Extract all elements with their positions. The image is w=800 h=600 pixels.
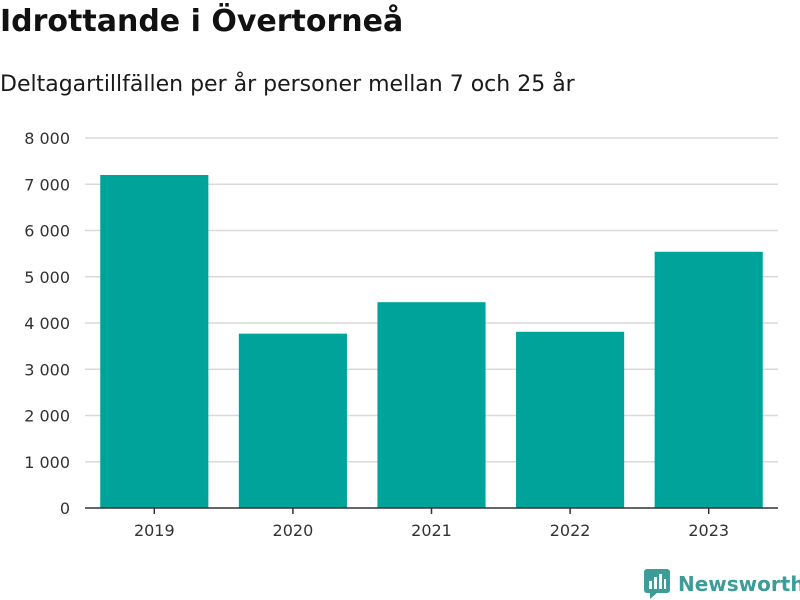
y-tick-label: 6 000 — [24, 222, 70, 241]
x-axis-tick-labels: 2019 2020 2021 2022 2023 — [134, 521, 729, 540]
newsworthy-bar-chart-icon — [644, 569, 670, 599]
x-axis — [85, 507, 778, 514]
y-axis-tick-labels: 0 1 000 2 000 3 000 4 000 5 000 6 000 7 000 8 00… — [24, 129, 70, 518]
y-tick-label: 3 000 — [24, 360, 70, 379]
y-tick-label: 7 000 — [24, 175, 70, 194]
y-tick-label: 5 000 — [24, 268, 70, 287]
bar-2023 — [654, 251, 763, 508]
bars — [100, 175, 763, 508]
x-tick-label: 2020 — [273, 521, 314, 540]
y-tick-label: 8 000 — [24, 129, 70, 148]
y-tick-label: 2 000 — [24, 407, 70, 426]
brand-name: Newsworthy — [678, 572, 800, 596]
y-tick-label: 0 — [60, 499, 70, 518]
bar-2020 — [238, 333, 347, 508]
x-tick-label: 2021 — [411, 521, 452, 540]
x-tick-label: 2019 — [134, 521, 175, 540]
y-tick-label: 1 000 — [24, 453, 70, 472]
newsworthy-logo: Newsworthy — [644, 568, 800, 600]
bar-2021 — [377, 302, 486, 508]
x-tick-label: 2023 — [688, 521, 729, 540]
x-tick-label: 2022 — [550, 521, 591, 540]
chart-subtitle: Deltagartillfällen per år personer mella… — [0, 72, 575, 97]
y-tick-label: 4 000 — [24, 314, 70, 333]
bar-chart: 0 1 000 2 000 3 000 4 000 5 000 6 000 7 000 8 00… — [24, 129, 778, 540]
bar-2022 — [516, 331, 625, 508]
bar-2019 — [100, 175, 209, 508]
chart-title: Idrottande i Övertorneå — [0, 4, 404, 39]
